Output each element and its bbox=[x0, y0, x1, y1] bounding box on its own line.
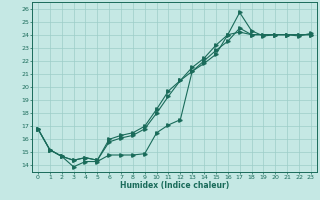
X-axis label: Humidex (Indice chaleur): Humidex (Indice chaleur) bbox=[120, 181, 229, 190]
